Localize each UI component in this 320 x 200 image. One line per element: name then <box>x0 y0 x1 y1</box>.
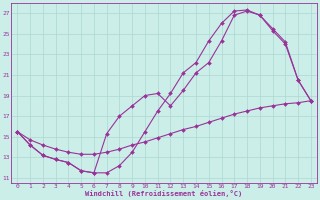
X-axis label: Windchill (Refroidissement éolien,°C): Windchill (Refroidissement éolien,°C) <box>85 190 243 197</box>
